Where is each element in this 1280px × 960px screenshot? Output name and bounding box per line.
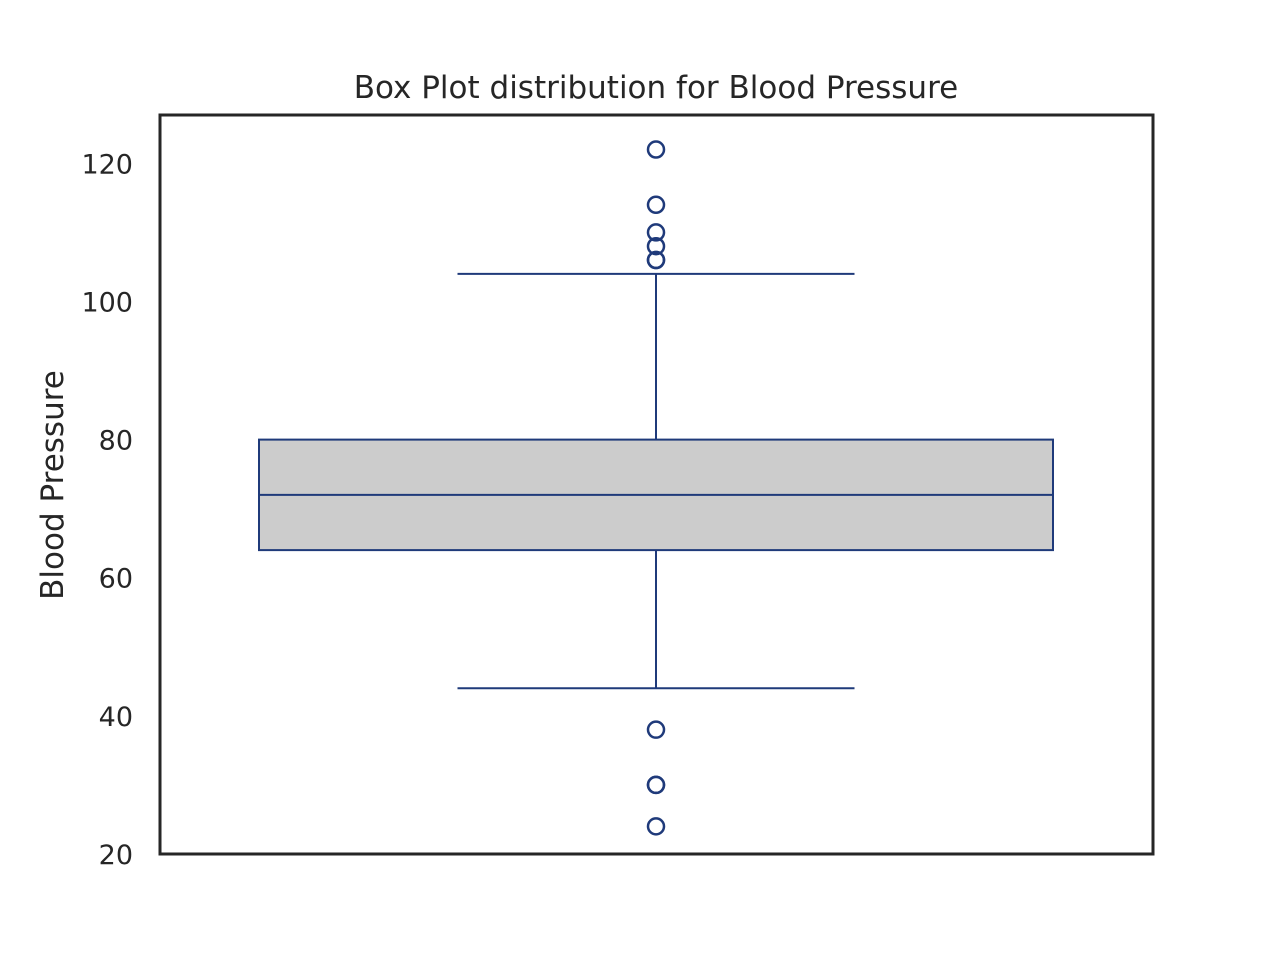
y-tick-label: 60	[99, 564, 133, 595]
outlier-point	[646, 140, 666, 159]
outlier-point	[646, 250, 666, 270]
plot-frame	[158, 113, 1155, 856]
chart-title: Box Plot distribution for Blood Pressure	[354, 70, 958, 106]
outlier-point	[646, 775, 666, 795]
outlier-point	[646, 195, 666, 215]
outlier-point	[646, 223, 666, 242]
y-tick-label: 40	[99, 702, 133, 733]
box-plot	[258, 272, 1054, 690]
y-axis-ticks: 20 40 60 80 100 120	[81, 149, 133, 871]
y-tick-label: 120	[81, 149, 133, 180]
outliers	[646, 140, 666, 836]
y-axis-label: Blood Pressure	[35, 370, 71, 600]
y-tick-label: 20	[99, 840, 133, 871]
outlier-point	[646, 236, 666, 256]
y-tick-label: 80	[99, 426, 133, 457]
outlier-point	[646, 817, 666, 836]
y-tick-label: 100	[81, 287, 133, 318]
outlier-point	[646, 720, 666, 739]
